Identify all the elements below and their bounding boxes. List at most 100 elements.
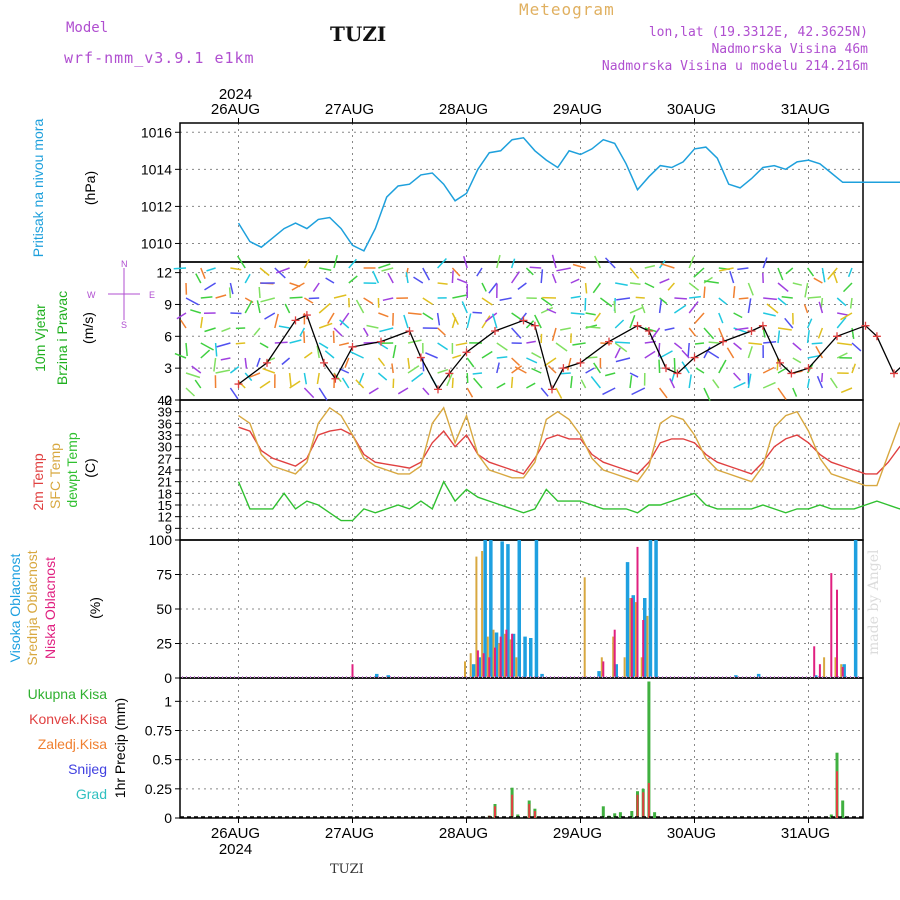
wind-barb — [176, 312, 187, 320]
precip-bar-total — [653, 812, 657, 818]
wind-barb — [777, 327, 792, 331]
wind-barb — [278, 325, 290, 329]
wind-gust-marker — [491, 327, 499, 335]
wind-barb — [738, 297, 749, 300]
wind-barb — [531, 367, 542, 374]
cloud-bar-high — [517, 540, 521, 677]
wind-barb — [540, 297, 553, 307]
wind-gust-marker — [377, 337, 385, 346]
cloud-bar-low — [602, 661, 605, 677]
wind-compass: W E N S — [84, 258, 158, 330]
wind-barb — [481, 350, 493, 359]
wind-barb — [259, 267, 270, 277]
wind-barb — [284, 303, 291, 314]
precip-label-snow: Snijeg — [68, 761, 107, 777]
wind-barb — [629, 315, 636, 329]
wind-barb — [614, 319, 625, 329]
wind-barb — [777, 367, 788, 374]
temp-line-sfc — [238, 406, 900, 487]
wind-barb — [635, 296, 645, 299]
wind-barb — [733, 381, 746, 389]
wind-barb — [466, 387, 474, 398]
wind-barb — [236, 255, 246, 269]
wind-barb — [659, 278, 670, 284]
wind-barb — [718, 359, 727, 374]
wind-barb — [355, 299, 365, 314]
precip-bar-total — [841, 800, 845, 818]
wind-barb — [476, 267, 483, 277]
x-tick-label-bottom: 27AUG — [325, 825, 374, 842]
cloud-bar-low — [482, 653, 485, 677]
wind-barb — [590, 376, 601, 389]
wind-barb — [762, 381, 776, 389]
y-tick-label: 75 — [156, 567, 172, 583]
wind-barb — [413, 276, 424, 284]
wind-barb — [318, 322, 333, 329]
y-tick-label: 21 — [158, 475, 172, 490]
wind-barb — [473, 377, 483, 389]
wind-barb — [485, 312, 498, 323]
wind-barb — [230, 312, 242, 315]
wind-barb — [437, 342, 449, 351]
wind-barb — [544, 357, 557, 367]
x-tick-label-top: 28AUG — [439, 101, 488, 118]
wind-barb — [481, 297, 493, 306]
wind-barb — [566, 357, 572, 371]
wind-gust-marker — [872, 332, 881, 341]
wind-barb — [362, 327, 369, 337]
wind-barb — [452, 294, 467, 299]
precip-bar-conv — [636, 794, 639, 818]
cloud-bar-high — [534, 540, 539, 677]
wind-gust-marker — [690, 353, 699, 362]
wind-barb — [629, 282, 641, 285]
cloud-bar-mid — [464, 661, 466, 677]
cloud-bar-low — [813, 646, 816, 677]
wind-barb — [496, 362, 500, 374]
wind-barb — [173, 267, 187, 270]
cloud-bar-mid — [583, 577, 586, 677]
wind-barb — [703, 276, 713, 284]
y-tick-label: 15 — [158, 498, 172, 513]
wind-barb — [378, 312, 389, 318]
wind-gust-marker — [662, 364, 670, 373]
wind-barb — [556, 267, 571, 272]
wind-barb — [466, 357, 475, 368]
wind-barb — [451, 267, 461, 277]
meteogram-title: Meteogram — [519, 0, 615, 19]
wind-barb — [708, 341, 719, 344]
wind-barb — [695, 367, 705, 374]
wind-barb — [381, 267, 394, 272]
wind-barb — [288, 372, 292, 387]
wind-barb — [372, 270, 380, 284]
precip-bar-conv — [642, 792, 645, 818]
wind-barb — [555, 387, 563, 399]
wind-barb — [256, 300, 261, 314]
wind-gust-marker — [833, 332, 841, 341]
wind-barb — [659, 350, 673, 359]
wind-barb — [496, 356, 508, 359]
precip-bar-total — [630, 811, 634, 818]
cloud-bar-mid — [492, 629, 495, 677]
y-tick-label: 18 — [158, 486, 172, 501]
cloud-bar-mid — [469, 653, 472, 677]
cloud-bar-mid — [481, 551, 484, 677]
wind-gust-marker — [804, 364, 813, 373]
wind-barb — [602, 387, 616, 396]
cloud-bar-high — [756, 673, 761, 677]
wind-gust-marker — [548, 385, 556, 394]
wind-gust-marker — [787, 369, 796, 378]
wind-barb — [644, 327, 658, 333]
y-tick-label: 42 — [158, 393, 172, 408]
wind-barb — [200, 316, 204, 329]
wind-barb — [594, 255, 602, 269]
wind-barb — [781, 295, 793, 299]
wind-barb — [840, 387, 853, 394]
wind-gust-marker — [445, 369, 454, 378]
cloud-bar-mid — [498, 643, 501, 677]
wind-barb — [436, 312, 441, 326]
wind-gust-marker — [719, 337, 727, 346]
wind-barb — [820, 372, 824, 383]
wind-barb — [540, 387, 549, 397]
wind-barb — [379, 327, 394, 333]
wind-barb — [660, 262, 675, 269]
